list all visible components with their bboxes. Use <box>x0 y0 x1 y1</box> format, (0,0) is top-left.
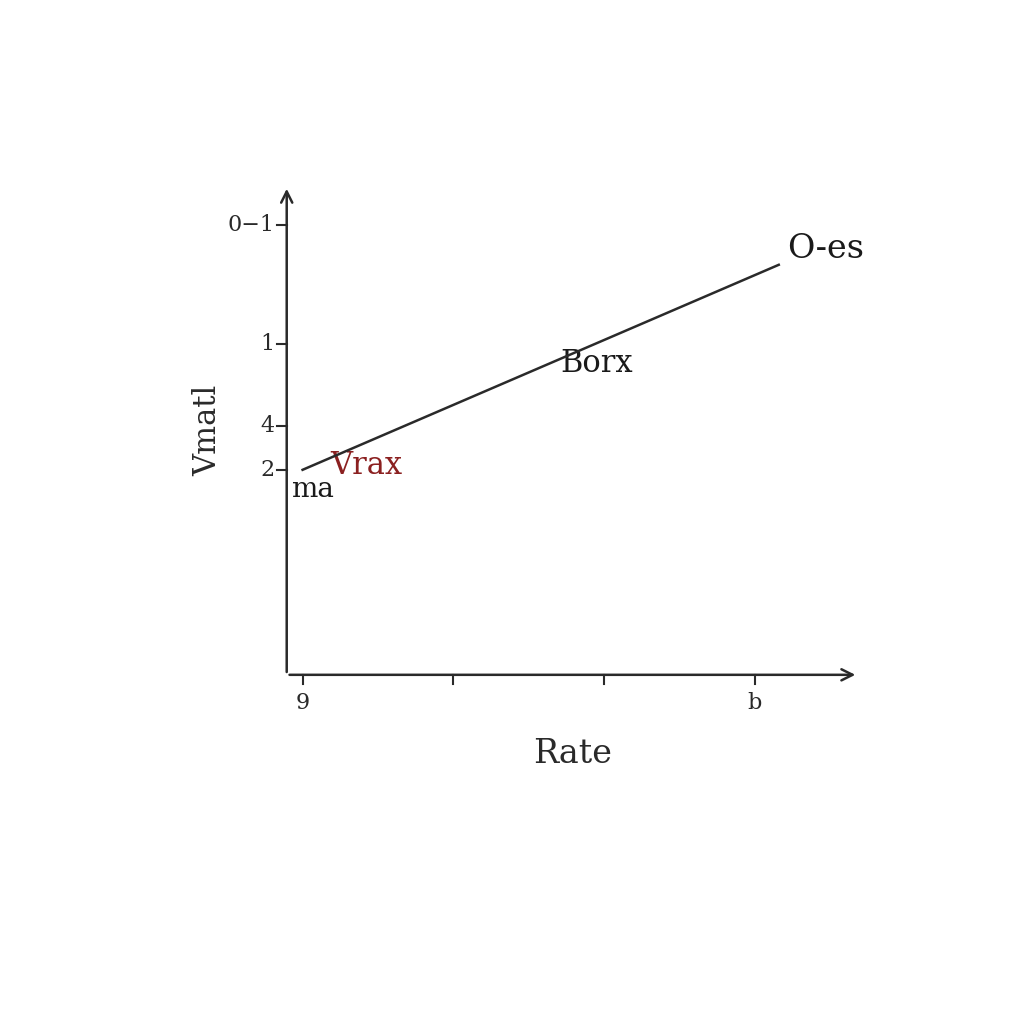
Text: 9: 9 <box>296 692 309 714</box>
Text: Borx: Borx <box>560 348 633 379</box>
Text: 0−1: 0−1 <box>227 214 274 237</box>
Text: ma: ma <box>291 476 334 503</box>
Text: 4: 4 <box>261 416 274 437</box>
Text: Vmatl: Vmatl <box>191 385 223 476</box>
Text: 1: 1 <box>261 333 274 354</box>
Text: Rate: Rate <box>532 738 612 770</box>
Text: b: b <box>748 692 762 714</box>
Text: Vrax: Vrax <box>331 451 402 481</box>
Text: 2: 2 <box>261 459 274 481</box>
Text: O-es: O-es <box>786 233 863 265</box>
